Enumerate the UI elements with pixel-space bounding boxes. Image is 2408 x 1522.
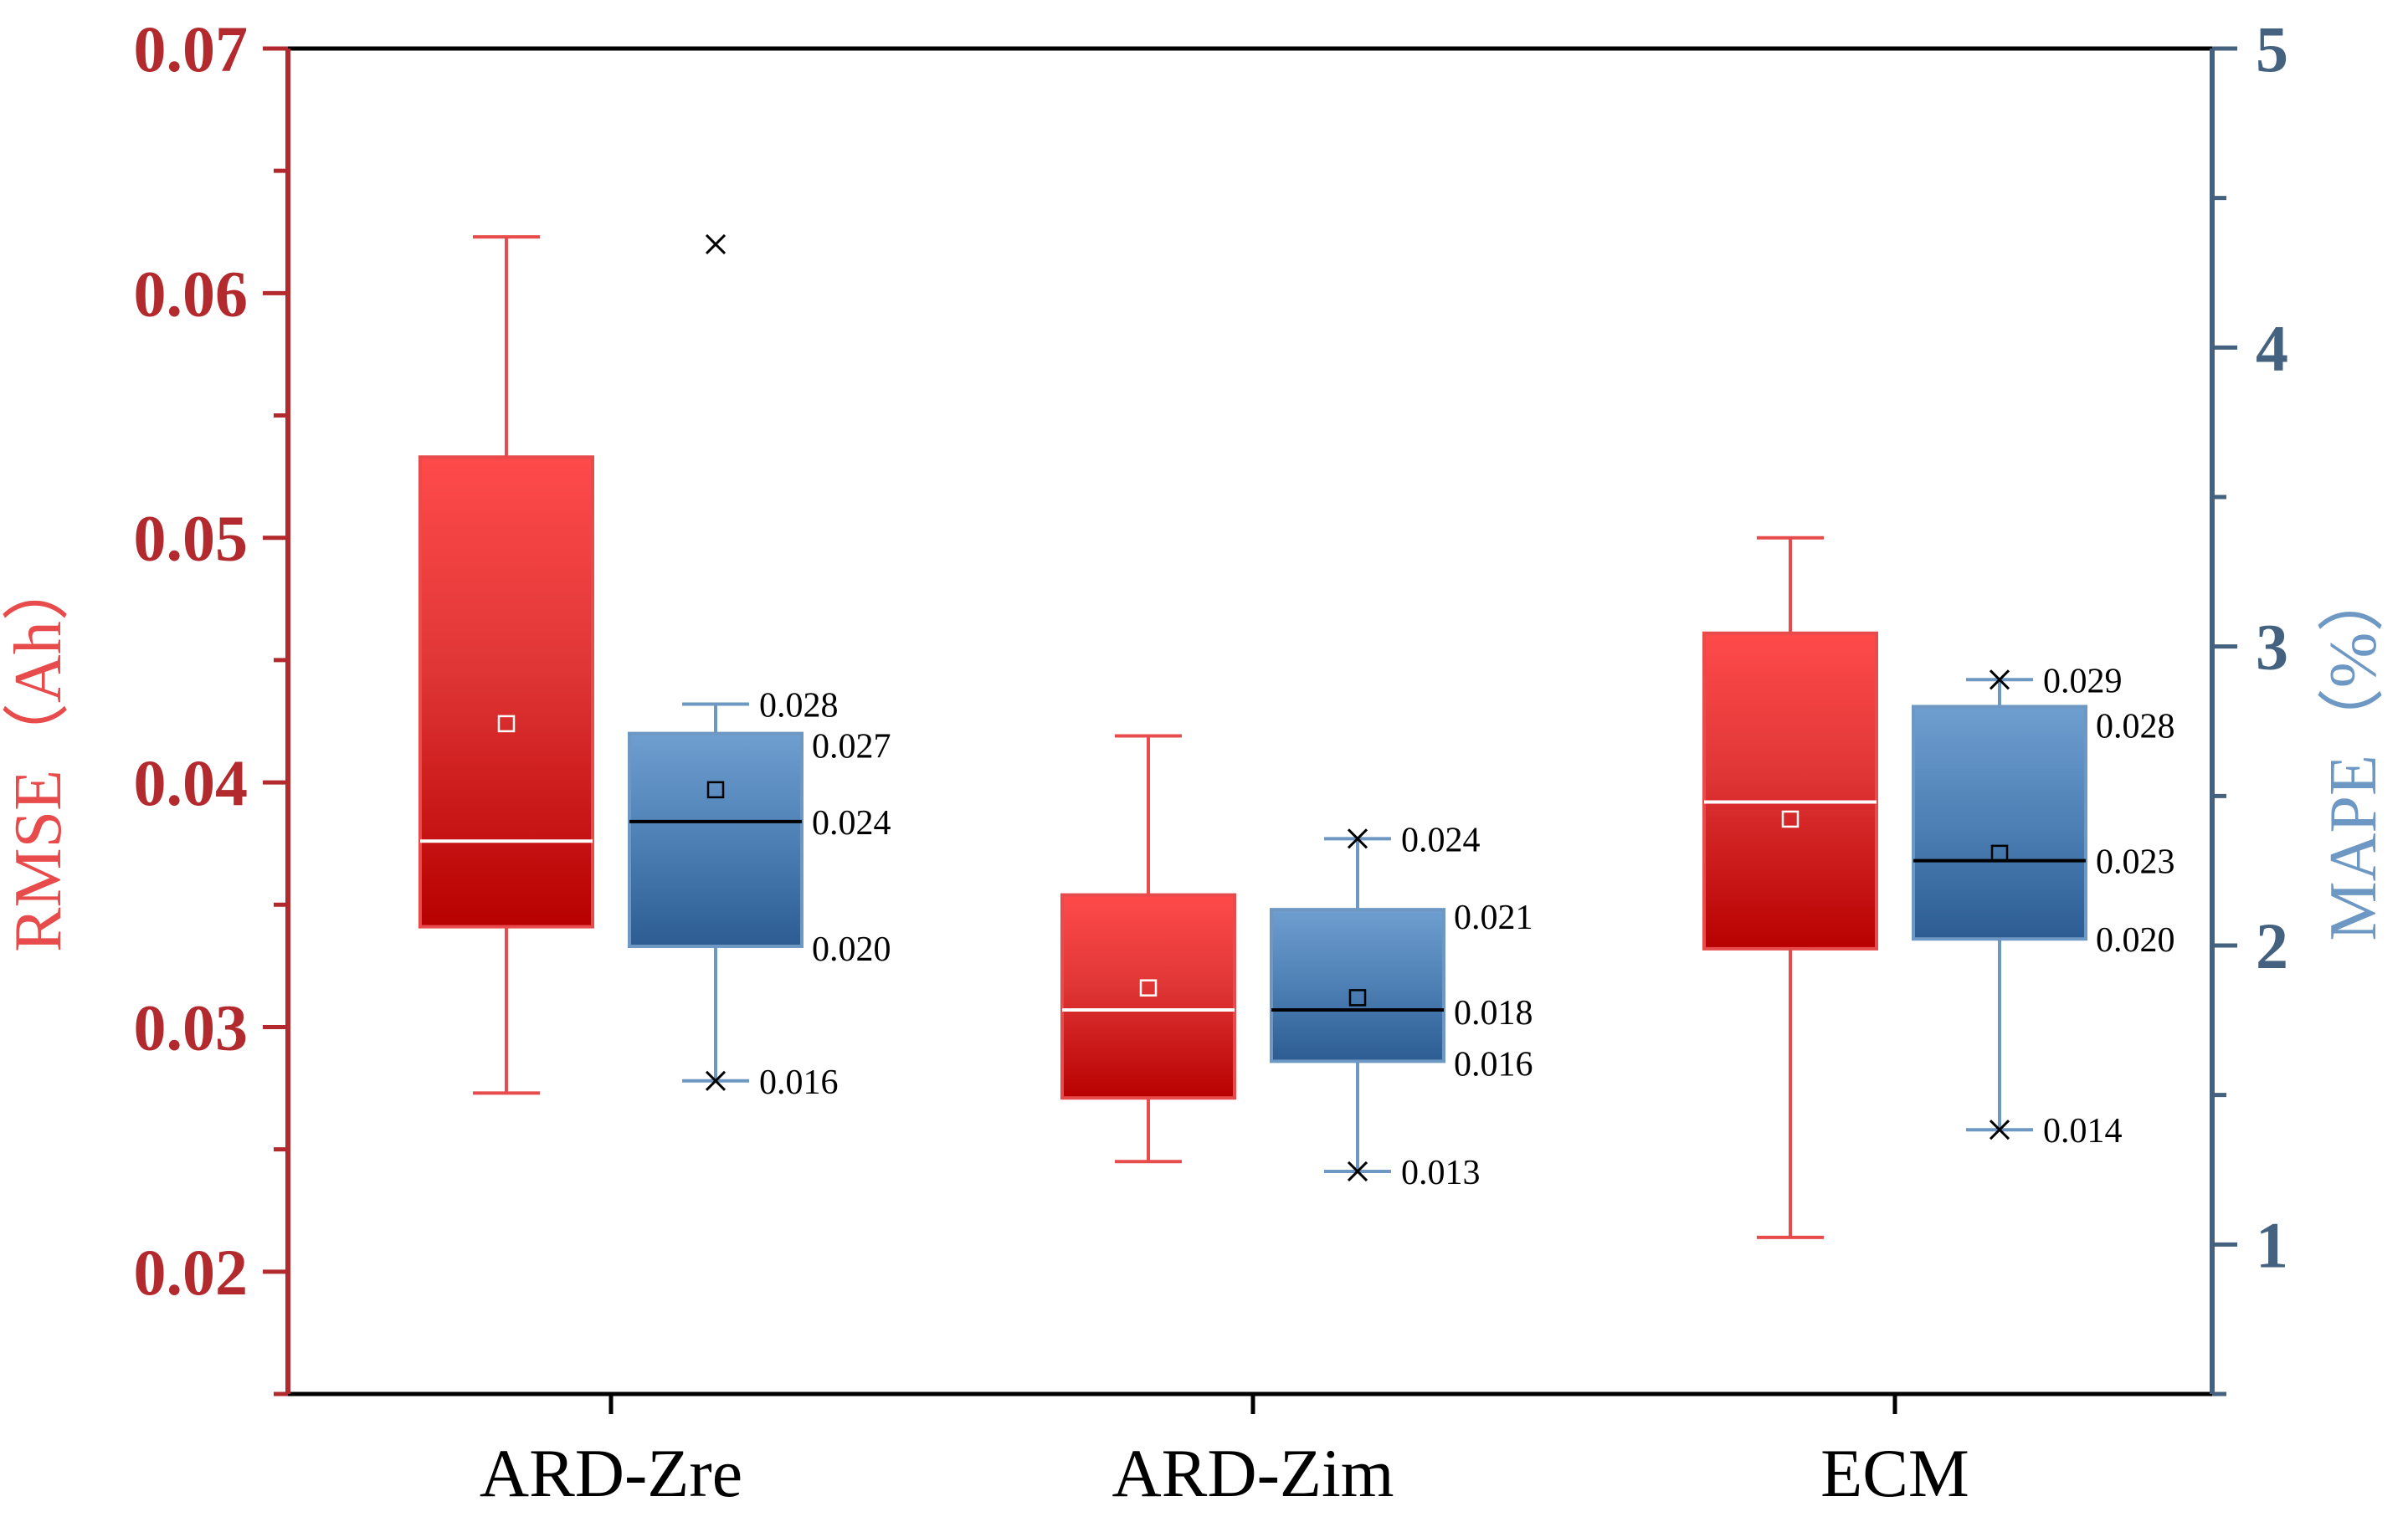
right-tick-label: 5 bbox=[2256, 13, 2288, 85]
x-tick-label: ARD-Zre bbox=[480, 1435, 742, 1511]
left-tick-label: 0.05 bbox=[134, 502, 249, 575]
mean-marker bbox=[1990, 844, 2009, 863]
annotation-median: 0.018 bbox=[1454, 994, 1533, 1033]
mean-marker bbox=[1348, 989, 1367, 1007]
left-axis-title: RMSE（Ah） bbox=[2, 554, 75, 952]
mean-marker bbox=[1781, 810, 1800, 828]
annotation-q3: 0.028 bbox=[2096, 707, 2175, 746]
box-body bbox=[1912, 705, 2087, 941]
left-tick-label: 0.04 bbox=[134, 746, 249, 819]
annotation-high: 0.024 bbox=[1401, 821, 1481, 859]
x-tick-label: ECM bbox=[1820, 1435, 1969, 1511]
box-mape-ecm bbox=[1912, 669, 2087, 1140]
annotation-q3: 0.021 bbox=[1454, 899, 1533, 937]
outlier-marker bbox=[705, 233, 727, 254]
axes: 0.02 0.03 0.04 0.05 0.06 0.07 RMSE（Ah） 1 2 3 4 5 MAP… bbox=[2, 13, 2390, 1511]
box-rmse-ard-zre bbox=[418, 235, 594, 1095]
annotation-low: 0.013 bbox=[1401, 1154, 1481, 1192]
box-body bbox=[1702, 631, 1878, 951]
max-marker bbox=[1347, 828, 1368, 849]
box-rmse-ard-zim bbox=[1060, 734, 1236, 1164]
annotation-q1: 0.020 bbox=[2096, 921, 2175, 960]
right-axis-title: MAPE（%） bbox=[2317, 566, 2390, 941]
annotation-q1: 0.020 bbox=[812, 930, 891, 969]
annotation-q3: 0.027 bbox=[812, 728, 891, 766]
max-marker bbox=[1989, 669, 2010, 690]
right-tick-label: 4 bbox=[2256, 311, 2288, 384]
box-body bbox=[1270, 908, 1445, 1063]
box-rmse-ecm bbox=[1702, 536, 1878, 1239]
box-body bbox=[418, 455, 594, 929]
min-marker bbox=[1347, 1161, 1368, 1182]
left-tick-label: 0.03 bbox=[134, 991, 249, 1063]
annotation-q1: 0.016 bbox=[1454, 1045, 1533, 1084]
box-mape-ard-zre bbox=[628, 233, 804, 1091]
boxes bbox=[418, 233, 2087, 1239]
left-tick-label: 0.02 bbox=[134, 1236, 249, 1309]
left-tick-label: 0.06 bbox=[134, 257, 249, 330]
labels: 0.0280.0270.0240.0200.0160.0240.0210.018… bbox=[759, 662, 2175, 1192]
annotation-high: 0.029 bbox=[2043, 662, 2123, 700]
min-marker bbox=[1989, 1120, 2010, 1140]
left-tick-label: 0.07 bbox=[134, 13, 249, 85]
annotation-median: 0.023 bbox=[2096, 843, 2175, 882]
right-tick-label: 2 bbox=[2256, 910, 2288, 982]
mean-marker bbox=[706, 781, 725, 799]
x-tick-label: ARD-Zim bbox=[1112, 1435, 1394, 1511]
plot-frame bbox=[288, 46, 2212, 1396]
box-body bbox=[628, 731, 804, 948]
right-tick-label: 3 bbox=[2256, 611, 2288, 684]
box-mape-ard-zim bbox=[1270, 828, 1445, 1182]
annotation-low: 0.014 bbox=[2043, 1112, 2123, 1150]
mean-marker bbox=[1139, 979, 1158, 997]
min-marker bbox=[705, 1070, 727, 1091]
annotation-low: 0.016 bbox=[759, 1063, 839, 1102]
annotation-median: 0.024 bbox=[812, 804, 891, 843]
right-tick-label: 1 bbox=[2256, 1208, 2288, 1281]
annotation-high: 0.028 bbox=[759, 687, 839, 725]
mean-marker bbox=[497, 715, 516, 733]
